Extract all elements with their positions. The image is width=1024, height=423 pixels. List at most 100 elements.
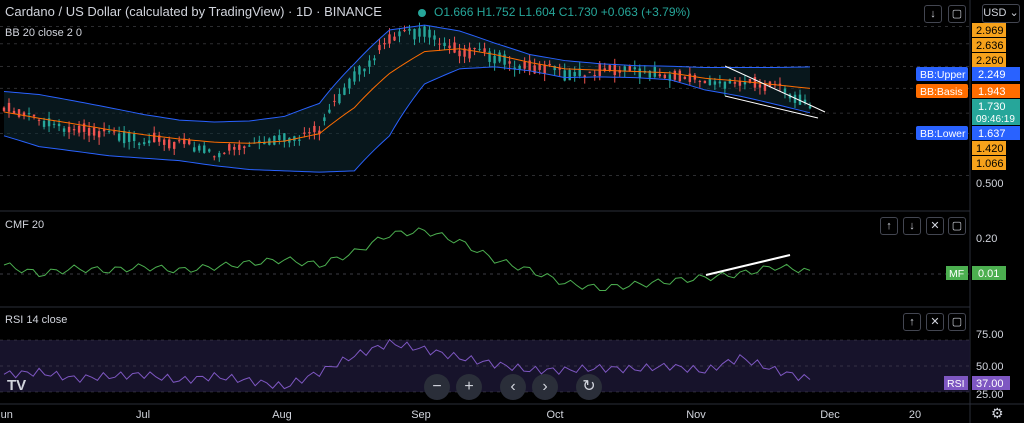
candle-body: [553, 66, 556, 71]
candle-body: [413, 29, 416, 40]
close-icon[interactable]: ✕: [926, 217, 944, 235]
reset-icon[interactable]: ↻: [576, 374, 602, 400]
candle-body: [568, 69, 571, 81]
candle-body: [173, 141, 176, 149]
candle-body: [12, 110, 16, 114]
arrow-up-icon[interactable]: ↑: [903, 313, 921, 331]
maximize-icon[interactable]: ▢: [948, 5, 966, 23]
candle-body: [97, 131, 101, 138]
candle-body: [548, 63, 551, 66]
candle-body: [593, 75, 596, 77]
candle-body: [808, 106, 812, 109]
price-tick-bg: [972, 156, 1006, 170]
price-tag-bg: [972, 99, 1020, 125]
candle-body: [328, 109, 331, 113]
candle-body: [122, 131, 126, 144]
trendline-lower: [724, 95, 819, 119]
maximize-icon[interactable]: ▢: [948, 313, 966, 331]
candle-body: [408, 28, 411, 31]
cmf-value-bg: [972, 266, 1006, 280]
candle-body: [738, 80, 742, 86]
candle-body: [57, 123, 61, 127]
candle-body: [318, 130, 321, 135]
candle-body: [598, 63, 601, 76]
candle-body: [713, 81, 717, 85]
candle-body: [688, 73, 692, 82]
price-tag-value: 2.249: [978, 69, 1006, 81]
ohlc-readout: O1.666 H1.752 L1.604 C1.730 +0.063 (+3.7…: [418, 5, 690, 19]
candle-body: [673, 70, 677, 80]
price-tag-bg: [972, 126, 1020, 140]
candle-body: [683, 76, 687, 80]
candle-body: [37, 119, 41, 121]
candle-body: [273, 135, 276, 145]
cmf-indicator-label[interactable]: CMF 20: [5, 219, 45, 231]
candle-body: [513, 67, 516, 70]
price-tag-bg: [972, 67, 1020, 81]
maximize-icon[interactable]: ▢: [948, 217, 966, 235]
indicator-tag-label: BB:Upper: [920, 69, 966, 81]
zoom-out-icon[interactable]: −: [424, 374, 450, 400]
candle-body: [638, 68, 641, 78]
candle-body: [358, 66, 361, 75]
candle-body: [528, 60, 531, 72]
candle-body: [343, 87, 346, 95]
candle-body: [338, 93, 341, 104]
price-tick-bg: [972, 38, 1006, 52]
candle-body: [142, 142, 146, 145]
candle-body: [623, 66, 626, 72]
currency-dropdown[interactable]: USD ⌄: [982, 4, 1020, 23]
candle-body: [323, 117, 326, 122]
candle-body: [42, 120, 46, 127]
indicator-tag-bg: [916, 84, 968, 98]
currency-label: USD: [983, 7, 1007, 19]
candle-body: [363, 68, 366, 72]
time-tick-label: Aug: [272, 409, 292, 421]
candle-body: [693, 75, 697, 80]
candle-body: [303, 132, 306, 134]
candle-body: [633, 67, 636, 70]
cmf-tag-label: MF: [949, 268, 964, 280]
candle-body: [668, 74, 672, 81]
candle-body: [428, 29, 431, 38]
rsi-tag-bg: [944, 376, 968, 390]
candle-body: [112, 131, 116, 133]
close-icon[interactable]: ✕: [926, 313, 944, 331]
candle-body: [398, 31, 401, 37]
settings-gear-icon[interactable]: ⚙: [991, 405, 1004, 421]
time-tick-label: 20: [909, 409, 921, 421]
time-tick-label: Oct: [546, 409, 563, 421]
arrow-up-icon[interactable]: ↑: [880, 217, 898, 235]
rsi-indicator-label[interactable]: RSI 14 close: [5, 314, 68, 326]
zoom-in-icon[interactable]: +: [456, 374, 482, 400]
bb-indicator-label[interactable]: BB 20 close 2 0: [5, 27, 83, 39]
bb-basis-line: [3, 48, 811, 144]
candle-body: [763, 84, 767, 91]
price-tag-value: 1.730: [978, 101, 1006, 113]
arrow-down-icon[interactable]: ↓: [924, 5, 942, 23]
price-tag-value: 1.637: [978, 128, 1006, 140]
candle-body: [618, 70, 621, 73]
candle-body: [283, 133, 286, 142]
candle-body: [27, 113, 31, 115]
candle-body: [333, 100, 336, 102]
candle-body: [453, 42, 456, 53]
candle-body: [493, 55, 496, 64]
candle-body: [168, 139, 171, 149]
candle-body: [703, 80, 707, 84]
candle-body: [478, 48, 481, 50]
candle-body: [198, 145, 201, 151]
candle-body: [648, 71, 652, 78]
candle-body: [458, 50, 461, 57]
candle-body: [378, 44, 381, 51]
candle-body: [368, 60, 371, 67]
candle-body: [508, 61, 511, 64]
candle-body: [223, 152, 226, 154]
candle-body: [498, 52, 501, 62]
candle-body: [698, 81, 702, 83]
arrow-down-icon[interactable]: ↓: [903, 217, 921, 235]
candle-body: [663, 74, 667, 79]
scroll-left-icon[interactable]: ‹: [500, 374, 526, 400]
scroll-right-icon[interactable]: ›: [532, 374, 558, 400]
